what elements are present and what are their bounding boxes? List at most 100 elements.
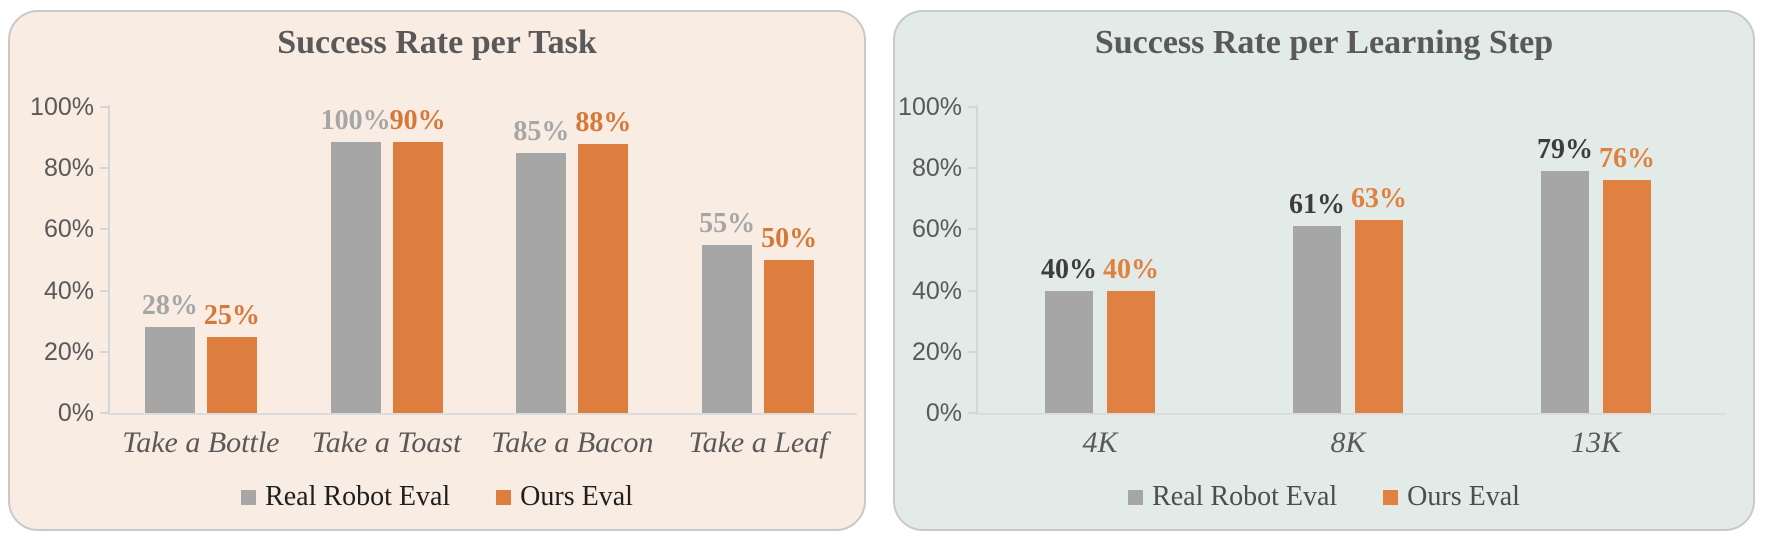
- x-category-label: Take a Bottle: [122, 426, 280, 459]
- legend-swatch-gray: [1128, 489, 1144, 505]
- bar-column: 25%: [203, 107, 260, 413]
- learning-step-chart-panel: Success Rate per Learning Step 100% 80% …: [893, 10, 1755, 531]
- y-tick-label: 60%: [911, 215, 962, 244]
- y-tick-mark: [100, 289, 108, 292]
- bar-ours-eval: [392, 142, 443, 413]
- bar-value-label: 40%: [1041, 253, 1097, 285]
- bar-real-robot-eval: [1045, 290, 1093, 413]
- y-tick-mark: [968, 412, 976, 414]
- plot-area: 100% 80% 60% 40% 20% 0% 40% 40%: [898, 94, 1726, 459]
- y-tick-label: 20%: [911, 337, 962, 366]
- y-tick-label: 60%: [43, 215, 94, 244]
- bar-value-label: 28%: [141, 290, 198, 322]
- bar-value-label: 55%: [699, 207, 756, 239]
- bar-column: 79%: [1537, 107, 1593, 413]
- x-category-label: Take a Bacon: [491, 426, 654, 459]
- bar-value-label: 79%: [1537, 134, 1593, 166]
- x-category-label: Take a Toast: [311, 426, 462, 459]
- y-tick-mark: [100, 350, 108, 353]
- y-tick-mark: [968, 289, 976, 292]
- bar-group: 28% 25% Take a Bottle: [108, 107, 294, 459]
- x-axis-line: [108, 413, 857, 415]
- bar-group: 85% 88% Take a Bacon: [480, 106, 666, 459]
- bar-ours-eval: [1603, 180, 1651, 413]
- bar-groups: 28% 25% Take a Bottle 100%: [108, 105, 851, 460]
- bar-ours-eval: [1355, 220, 1403, 413]
- bar-real-robot-eval: [1541, 171, 1589, 413]
- legend-item-real-robot-eval: Real Robot Eval: [1128, 481, 1337, 513]
- bar-group: 40% 40% 4K: [976, 107, 1224, 459]
- x-category-label: 4K: [1082, 426, 1118, 459]
- legend-swatch-orange: [496, 489, 512, 505]
- y-axis-line: [108, 105, 110, 415]
- bar-real-robot-eval: [144, 327, 195, 413]
- bar-ours-eval: [578, 143, 629, 413]
- bar-column: 88%: [575, 106, 632, 413]
- x-category-label: 8K: [1330, 426, 1366, 459]
- bar-value-label: 85%: [513, 115, 570, 147]
- y-tick-label: 100%: [30, 93, 94, 121]
- y-tick-label: 100%: [898, 93, 962, 121]
- legend-label: Ours Eval: [1407, 481, 1520, 512]
- bar-value-label: 61%: [1289, 189, 1345, 221]
- bar-groups: 40% 40% 4K 61%: [976, 107, 1720, 459]
- y-tick-mark: [968, 106, 976, 108]
- bar-real-robot-eval: [702, 244, 753, 413]
- bar-column: 85%: [513, 107, 570, 413]
- bar-value-label: 40%: [1103, 253, 1159, 285]
- bar-column: 63%: [1351, 107, 1407, 413]
- bar-value-label: 88%: [575, 106, 632, 138]
- bar-column: 76%: [1599, 107, 1655, 413]
- x-category-label: Take a Leaf: [688, 426, 828, 459]
- bar-ours-eval: [764, 260, 815, 413]
- bar-column: 100%: [321, 107, 391, 413]
- y-tick-label: 0%: [57, 399, 94, 427]
- legend-swatch-orange: [1383, 489, 1399, 505]
- legend: Real Robot Eval Ours Eval: [10, 481, 864, 513]
- legend-item-ours-eval: Ours Eval: [496, 481, 633, 513]
- x-category-label: 13K: [1570, 426, 1621, 459]
- bar-column: 90%: [389, 105, 446, 413]
- bar-ours-eval: [1107, 290, 1155, 413]
- y-tick-mark: [100, 228, 108, 231]
- legend-label: Ours Eval: [520, 481, 633, 512]
- bar-group: 61% 63% 8K: [1224, 107, 1472, 459]
- bar-value-label: 76%: [1599, 143, 1655, 175]
- y-tick-mark: [968, 350, 976, 353]
- legend: Real Robot Eval Ours Eval: [895, 481, 1753, 513]
- x-axis-line: [976, 413, 1726, 415]
- y-tick-label: 40%: [911, 276, 962, 305]
- bar-value-label: 25%: [203, 299, 260, 331]
- bar-real-robot-eval: [1293, 226, 1341, 413]
- bar-real-robot-eval: [516, 152, 567, 413]
- bar-column: 28%: [141, 107, 198, 413]
- y-tick-mark: [968, 167, 976, 170]
- y-tick-label: 80%: [911, 154, 962, 183]
- bar-value-label: 63%: [1351, 183, 1407, 215]
- chart-title: Success Rate per Learning Step: [1094, 24, 1554, 61]
- y-tick-mark: [100, 412, 108, 414]
- bar-column: 50%: [761, 107, 818, 413]
- y-tick-label: 40%: [43, 276, 94, 305]
- bar-value-label: 100%: [320, 105, 391, 136]
- bar-group: 55% 50% Take a Leaf: [665, 107, 851, 459]
- bar-value-label: 50%: [761, 223, 818, 254]
- bar-column: 61%: [1289, 107, 1345, 413]
- legend-swatch-gray: [241, 489, 257, 505]
- legend-label: Real Robot Eval: [265, 481, 451, 512]
- y-tick-label: 0%: [925, 399, 962, 427]
- bar-group: 100% 90% Take a Toast: [294, 105, 480, 460]
- y-tick-label: 20%: [43, 337, 94, 366]
- chart-title: Success Rate per Task: [277, 24, 597, 61]
- bar-column: 40%: [1041, 107, 1097, 413]
- bar-real-robot-eval: [330, 142, 381, 413]
- legend-item-real-robot-eval: Real Robot Eval: [241, 481, 450, 513]
- bar-ours-eval: [206, 336, 257, 413]
- bar-value-label: 90%: [389, 105, 446, 136]
- bar-column: 40%: [1103, 107, 1159, 413]
- y-tick-label: 80%: [43, 154, 94, 183]
- y-tick-mark: [968, 228, 976, 231]
- y-tick-mark: [100, 106, 108, 108]
- plot-area: 100% 80% 60% 40% 20% 0% 28% 25%: [30, 94, 857, 460]
